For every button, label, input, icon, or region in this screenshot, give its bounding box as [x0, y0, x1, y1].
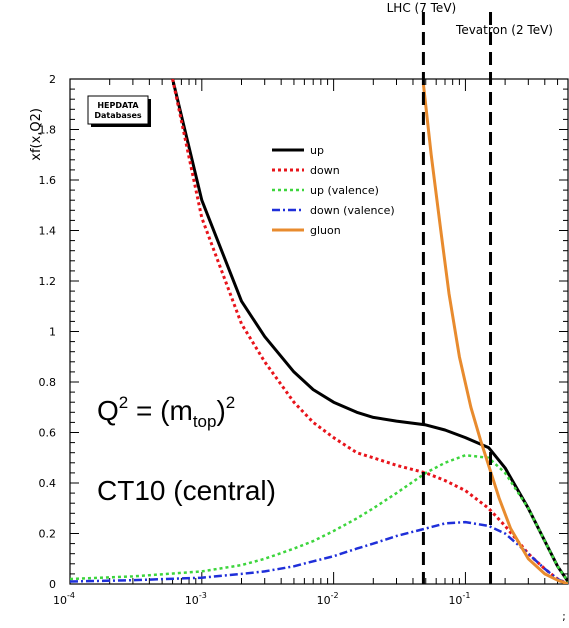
x-tick-label: 10-1 — [448, 591, 470, 607]
legend-label: up — [310, 144, 324, 157]
series-group — [70, 79, 568, 584]
hepdata-logo: HEPDATA Databases — [87, 95, 151, 127]
logo-line2: Databases — [94, 111, 142, 120]
legend-label: down — [310, 164, 340, 177]
series-line-down — [171, 79, 568, 584]
y-tick-label: 0.6 — [39, 427, 57, 440]
legend-label: gluon — [310, 224, 341, 237]
q2-annotation: Q2 = (mtop)2 — [97, 393, 235, 431]
y-tick-label: 0.2 — [39, 528, 57, 541]
corner-mark: ; — [562, 610, 566, 623]
x-tick-label: 10-3 — [185, 591, 207, 607]
reference-line-label: Tevatron (2 TeV) — [455, 23, 553, 37]
legend-label: down (valence) — [310, 204, 395, 217]
y-axis-title: xf(x,Q2) — [29, 108, 44, 161]
y-axis: 0 0.2 0.4 0.6 0.8 1 1.2 1.4 1.6 1.8 2 — [39, 73, 568, 591]
legend: up down up (valence) down (valence) gluon — [272, 144, 395, 237]
reference-line-label: LHC (7 TeV) — [387, 1, 457, 15]
series-line-up — [171, 79, 568, 583]
reference-lines: LHC (7 TeV) Tevatron (2 TeV) — [387, 1, 553, 584]
legend-label: up (valence) — [310, 184, 379, 197]
pdf-set-label: CT10 (central) — [97, 475, 276, 506]
y-tick-label: 0.8 — [39, 376, 57, 389]
logo-line1: HEPDATA — [97, 101, 139, 110]
series-line-gluon — [421, 83, 568, 584]
y-tick-label: 1.8 — [39, 124, 57, 137]
y-tick-label: 2 — [49, 73, 56, 86]
y-tick-label: 0 — [49, 578, 56, 591]
y-tick-label: 1.2 — [39, 275, 57, 288]
x-tick-label: 10-4 — [53, 591, 75, 607]
y-tick-label: 1.6 — [39, 174, 57, 187]
x-axis: 10-4 10-3 10-2 10-1 — [53, 79, 569, 607]
y-tick-label: 0.4 — [39, 477, 57, 490]
y-tick-label: 1.4 — [39, 225, 57, 238]
series-line-up-valence — [70, 453, 568, 583]
y-tick-label: 1 — [49, 326, 56, 339]
x-tick-label: 10-2 — [317, 591, 339, 607]
